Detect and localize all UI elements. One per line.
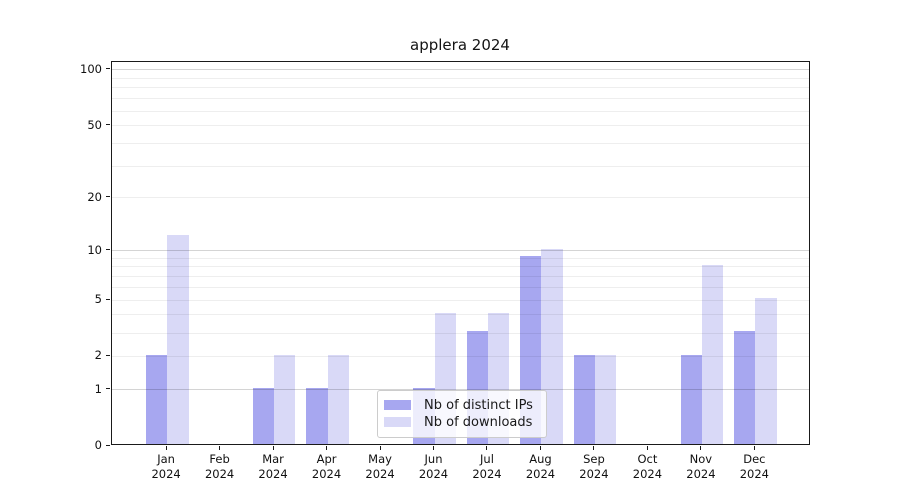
x-tick-mark [539,446,541,450]
major-gridline [111,69,809,71]
bar-nb-of-distinct-ips-sep [573,354,595,444]
x-tick-mark [326,446,328,450]
y-tick-label: 1 [94,381,102,396]
bar-nb-of-downloads-nov [701,264,724,444]
chart-title: applera 2024 [410,36,510,54]
legend-label: Nb of downloads [424,414,533,430]
bar-nb-of-downloads-apr [327,354,349,444]
x-tick-mark [272,446,274,450]
minor-gridline [111,286,809,288]
minor-gridline [111,266,809,268]
x-tick-label: Jul 2024 [472,452,502,481]
y-tick-label: 2 [94,348,102,363]
x-tick-mark [379,446,381,450]
x-tick-mark [433,446,434,450]
minor-gridline [111,125,809,127]
x-tick-label: Feb 2024 [204,452,235,481]
x-tick-mark [219,446,221,450]
x-tick-mark [700,446,702,450]
minor-gridline [111,257,809,259]
y-tick-label: 10 [87,242,102,257]
legend-item: Nb of distinct IPs [384,397,537,414]
y-tick-label: 20 [87,189,102,204]
x-tick-label: Sep 2024 [579,452,609,481]
y-tick-mark [106,298,110,300]
minor-gridline [111,197,809,199]
y-tick-mark [106,249,110,251]
legend-swatch [384,399,411,411]
minor-gridline [111,276,809,278]
bar-nb-of-distinct-ips-jan [145,354,168,444]
bar-nb-of-distinct-ips-nov [680,354,702,444]
x-tick-label: Jan 2024 [151,452,181,481]
minor-gridline [111,314,809,316]
minor-gridline [111,355,809,357]
y-tick-label: 50 [87,117,102,132]
minor-gridline [111,110,809,112]
x-tick-label: Nov 2024 [686,452,716,481]
x-tick-label: Jun 2024 [418,452,449,481]
minor-gridline [111,77,809,79]
x-tick-label: May 2024 [365,452,395,481]
bar-nb-of-distinct-ips-mar [252,387,275,444]
x-tick-label: Oct 2024 [632,452,663,481]
y-tick-label: 100 [80,61,102,76]
y-tick-mark [106,444,110,446]
x-tick-label: Apr 2024 [311,452,342,481]
major-gridline [111,250,809,252]
y-tick-mark [106,388,110,390]
plot-area [110,61,810,445]
x-tick-mark [593,446,595,450]
minor-gridline [111,87,809,89]
x-tick-mark [165,446,167,450]
bar-nb-of-downloads-dec [755,298,777,444]
x-tick-mark [646,446,648,450]
bar-nb-of-distinct-ips-apr [306,387,328,444]
bar-nb-of-downloads-jan [167,235,189,444]
x-tick-mark [753,446,755,450]
y-tick-mark [106,354,110,356]
minor-gridline [111,332,809,334]
minor-gridline [111,98,809,100]
legend: Nb of distinct IPs Nb of downloads [377,389,547,438]
bar-nb-of-downloads-sep [594,354,617,444]
x-tick-label: Aug 2024 [525,452,556,481]
legend-label: Nb of distinct IPs [424,397,533,413]
y-tick-label: 5 [94,292,102,307]
minor-gridline [111,299,809,301]
bar-nb-of-downloads-mar [274,354,296,444]
y-tick-mark [106,68,110,70]
bar-nb-of-distinct-ips-dec [733,331,756,444]
y-tick-label: 0 [94,438,102,452]
x-tick-mark [486,446,488,450]
legend-item: Nb of downloads [384,414,537,431]
legend-swatch [384,416,411,428]
minor-gridline [111,142,809,144]
y-tick-mark [106,196,110,198]
minor-gridline [111,165,809,167]
y-tick-mark [106,124,110,126]
x-tick-label: Dec 2024 [739,452,770,481]
x-tick-label: Mar 2024 [258,452,288,481]
